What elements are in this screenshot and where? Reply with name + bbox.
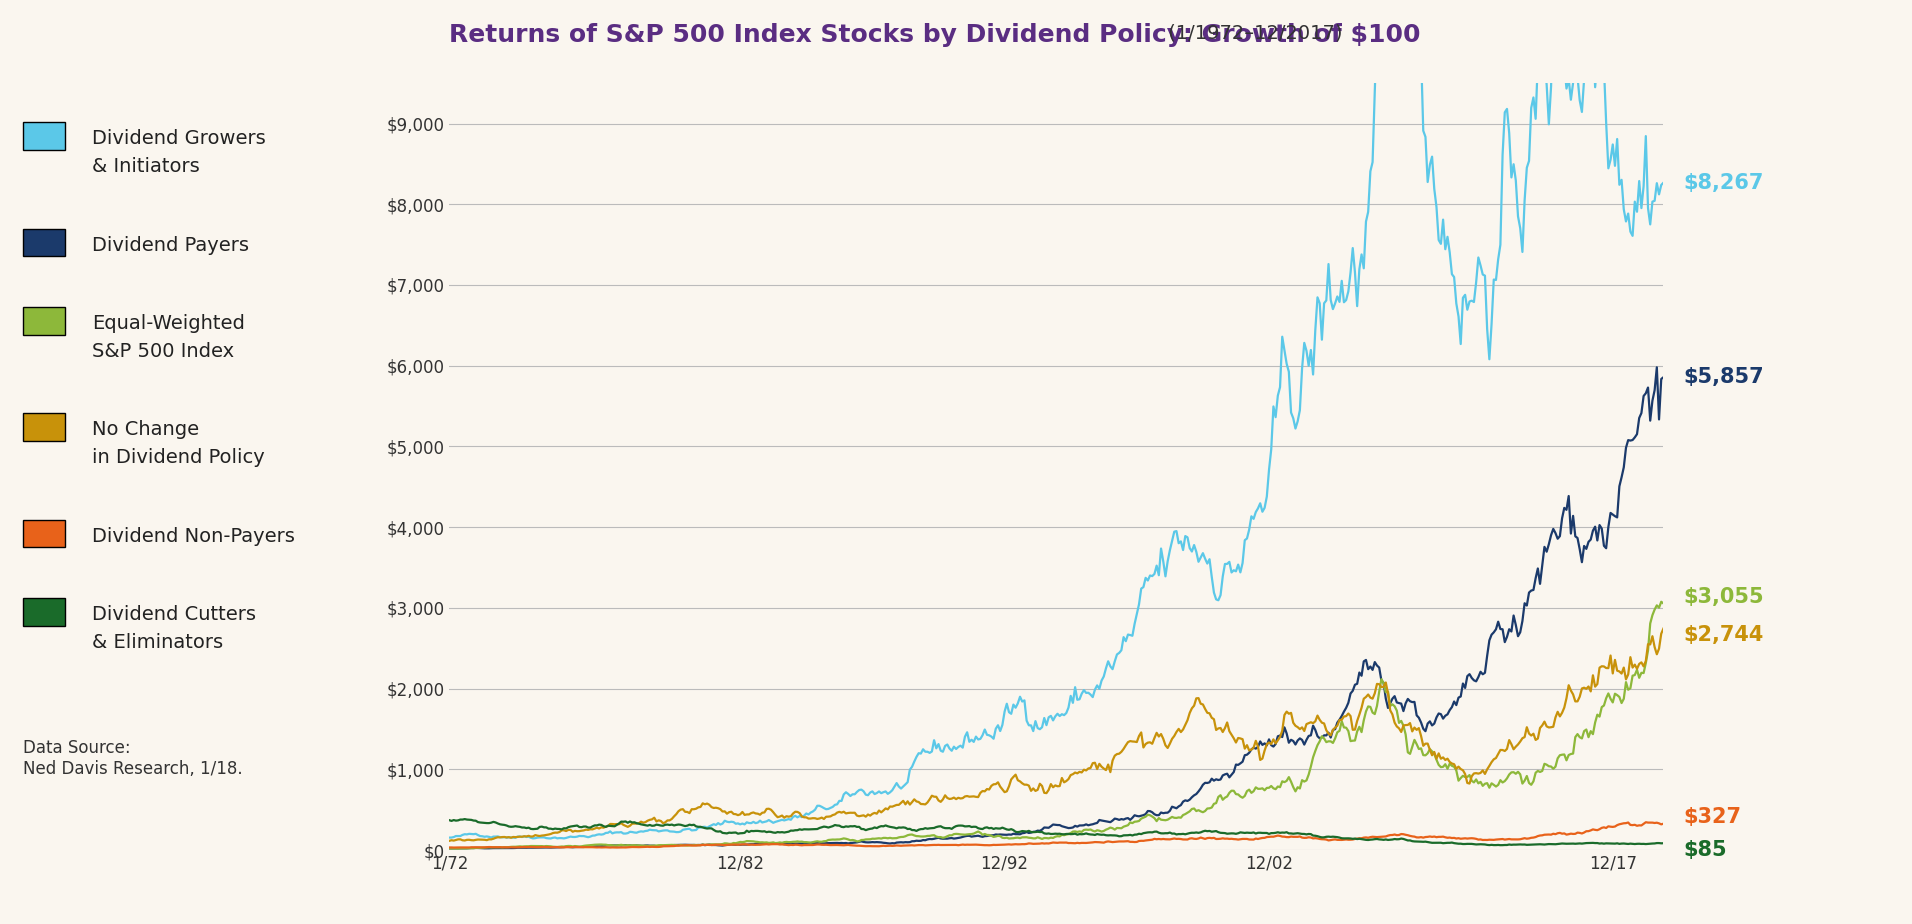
Text: Equal-Weighted: Equal-Weighted (92, 314, 245, 334)
Text: Dividend Non-Payers: Dividend Non-Payers (92, 527, 294, 546)
Text: No Change: No Change (92, 420, 199, 440)
Text: (1/1972–12/2017): (1/1972–12/2017) (1162, 23, 1342, 43)
Text: in Dividend Policy: in Dividend Policy (92, 448, 264, 468)
Text: $8,267: $8,267 (1683, 173, 1763, 193)
Text: $3,055: $3,055 (1683, 587, 1765, 607)
Text: & Initiators: & Initiators (92, 157, 199, 176)
Text: $5,857: $5,857 (1683, 367, 1765, 387)
Text: S&P 500 Index: S&P 500 Index (92, 342, 233, 361)
Text: $85: $85 (1683, 840, 1727, 859)
Text: Dividend Growers: Dividend Growers (92, 129, 266, 149)
Text: Returns of S&P 500 Index Stocks by Dividend Policy: Growth of $100: Returns of S&P 500 Index Stocks by Divid… (449, 23, 1421, 47)
Text: $2,744: $2,744 (1683, 625, 1763, 645)
Text: $327: $327 (1683, 808, 1742, 827)
Text: Dividend Payers: Dividend Payers (92, 236, 249, 255)
Text: Dividend Cutters: Dividend Cutters (92, 605, 256, 625)
Text: Data Source:
Ned Davis Research, 1/18.: Data Source: Ned Davis Research, 1/18. (23, 739, 243, 778)
Text: & Eliminators: & Eliminators (92, 633, 224, 652)
